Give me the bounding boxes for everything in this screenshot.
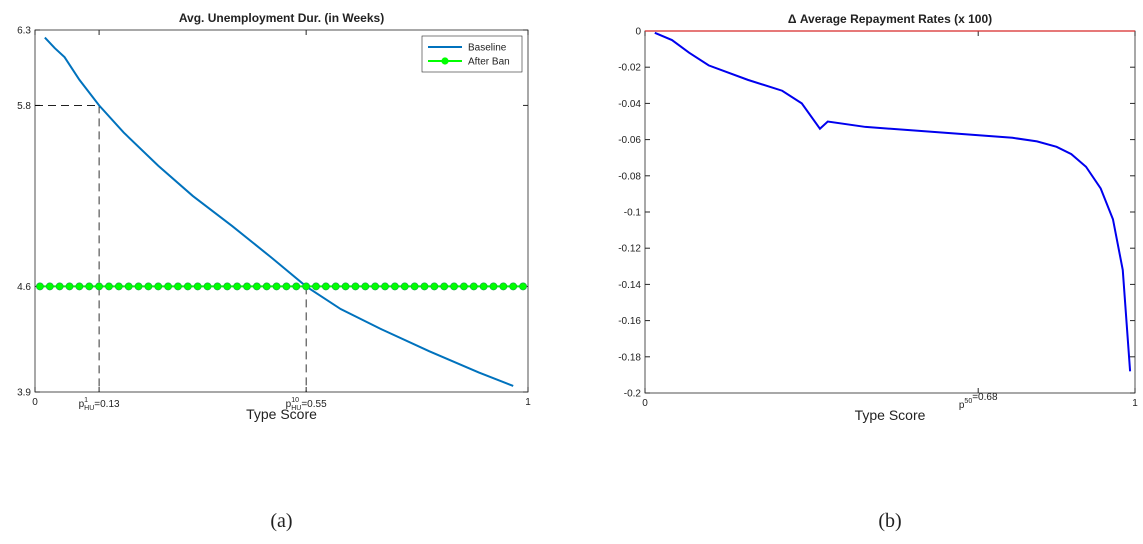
series-marker xyxy=(183,282,192,291)
tick-label-sub: HU xyxy=(291,405,301,412)
series-marker xyxy=(243,282,251,291)
tick-label-text: =0.55 xyxy=(301,399,327,410)
series-marker xyxy=(154,282,163,291)
series-marker xyxy=(124,282,133,291)
series-marker xyxy=(193,282,202,291)
series-marker xyxy=(312,282,320,291)
series-marker xyxy=(420,282,429,291)
series-marker xyxy=(489,282,498,291)
series-marker xyxy=(509,282,518,291)
series-marker xyxy=(65,282,74,291)
series-marker xyxy=(144,282,153,291)
y-tick-label: -0.18 xyxy=(618,352,641,363)
plot-area xyxy=(644,30,1136,394)
x-tick-label: 0 xyxy=(32,397,38,408)
legend-label: After Ban xyxy=(468,57,510,68)
legend-marker xyxy=(441,57,449,65)
tick-label-base: p xyxy=(286,399,292,410)
series-marker xyxy=(321,282,330,291)
x-tick-label: 1 xyxy=(525,397,531,408)
series-marker xyxy=(252,282,261,291)
x-tick-label: p1 HU=0.13 xyxy=(79,397,120,412)
y-tick-label: -0.12 xyxy=(618,244,641,255)
x-tick-label: p50=0.68 xyxy=(959,392,998,411)
series-marker xyxy=(381,282,389,291)
plot-area xyxy=(34,29,529,393)
series-marker xyxy=(272,282,281,291)
y-tick-label: 0 xyxy=(635,27,641,38)
series-marker xyxy=(55,282,64,291)
caption: (a) xyxy=(270,510,292,532)
series-marker xyxy=(174,282,182,291)
series-marker xyxy=(400,282,409,291)
caption: (b) xyxy=(878,510,901,532)
series-marker xyxy=(45,282,54,291)
tick-label-sup: 1 xyxy=(84,397,88,404)
series-marker xyxy=(262,282,271,291)
tick-label-text: =0.13 xyxy=(94,399,120,410)
x-axis-label: Type Score xyxy=(855,407,926,423)
tick-label-sup: 10 xyxy=(291,397,299,404)
y-tick-label: -0.14 xyxy=(618,280,641,291)
series-marker xyxy=(95,282,103,291)
tick-label-sub: HU xyxy=(84,405,94,412)
series-marker xyxy=(331,282,340,291)
y-tick-label: 4.6 xyxy=(17,282,31,293)
series-marker xyxy=(390,282,399,291)
series-marker xyxy=(469,282,478,291)
series-marker xyxy=(203,282,212,291)
series-marker xyxy=(351,282,360,291)
series-marker xyxy=(75,282,84,291)
series-line xyxy=(44,36,514,387)
chart-title: Avg. Unemployment Dur. (in Weeks) xyxy=(179,11,384,25)
series-marker xyxy=(213,282,222,291)
y-tick-label: 6.3 xyxy=(17,26,31,37)
x-tick-label: 1 xyxy=(1132,398,1138,409)
y-tick-label: -0.04 xyxy=(618,99,641,110)
y-tick-label: -0.02 xyxy=(618,63,641,74)
series-marker xyxy=(114,282,123,291)
series-marker xyxy=(479,282,488,291)
x-tick-label: p10 HU=0.55 xyxy=(286,397,327,412)
tick-label-base: p xyxy=(79,399,85,410)
series-marker xyxy=(302,282,311,291)
series-marker xyxy=(519,282,527,291)
tick-label-text: =0.68 xyxy=(972,392,998,403)
y-tick-label: -0.16 xyxy=(618,316,641,327)
series-marker xyxy=(36,282,44,291)
x-axis-label: Type Score xyxy=(246,406,317,422)
y-tick-label: 5.8 xyxy=(17,101,31,112)
series-marker xyxy=(134,282,143,291)
series-marker xyxy=(233,282,242,291)
series-line xyxy=(654,31,1132,372)
series-marker xyxy=(105,282,113,291)
x-tick-label: 0 xyxy=(642,398,648,409)
y-tick-label: -0.06 xyxy=(618,135,641,146)
series-marker xyxy=(440,282,449,291)
series-marker xyxy=(450,282,458,291)
series-marker xyxy=(410,282,419,291)
legend-box xyxy=(421,35,523,73)
series-marker xyxy=(361,282,370,291)
legend-label: Baseline xyxy=(468,43,507,54)
series-marker xyxy=(292,282,301,291)
y-tick-label: -0.1 xyxy=(624,208,642,219)
series-marker xyxy=(430,282,439,291)
tick-label-base: p xyxy=(959,400,965,411)
series-marker xyxy=(460,282,468,291)
series-marker xyxy=(223,282,232,291)
chart-title: Δ Average Repayment Rates (x 100) xyxy=(788,12,992,26)
series-marker xyxy=(499,282,508,291)
series-marker xyxy=(282,282,291,291)
y-tick-label: -0.2 xyxy=(624,389,642,400)
series-marker xyxy=(85,282,94,291)
series-marker xyxy=(341,282,350,291)
series-marker xyxy=(164,282,173,291)
series-marker xyxy=(371,282,380,291)
tick-label-sup: 50 xyxy=(964,398,972,405)
y-tick-label: -0.08 xyxy=(618,171,641,182)
y-tick-label: 3.9 xyxy=(17,388,31,399)
